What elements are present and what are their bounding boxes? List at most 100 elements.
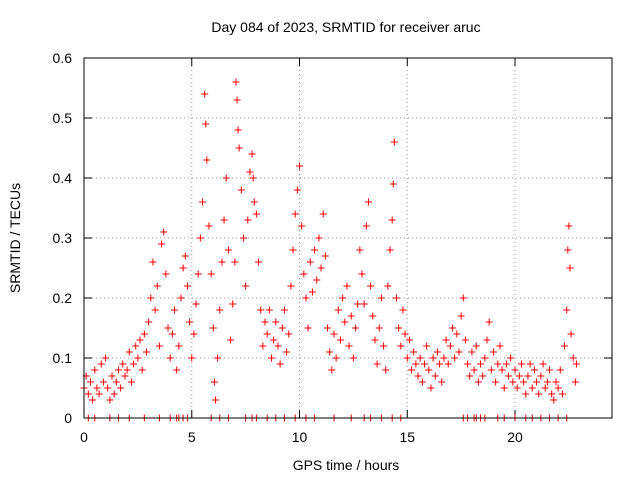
data-point [509,378,517,386]
data-point [91,366,99,374]
data-point [507,354,515,362]
data-point [315,234,323,242]
data-point [354,300,362,308]
data-point [487,366,495,374]
data-point [160,228,168,236]
data-point [222,174,230,182]
data-point [408,366,416,374]
x-tick-label: 5 [188,429,196,445]
data-point [526,360,534,368]
data-point [502,360,510,368]
data-point [421,360,429,368]
data-point [218,258,226,266]
data-point [457,312,465,320]
data-point [468,348,476,356]
data-point [569,354,577,362]
data-point [278,324,286,332]
data-point [429,354,437,362]
data-point [84,390,92,398]
data-point [112,378,120,386]
data-point [554,384,562,392]
data-point [530,366,538,374]
data-point [401,330,409,338]
data-point [298,222,306,230]
data-point [123,366,131,374]
data-point [517,360,525,368]
data-point [114,366,122,374]
data-point [147,294,155,302]
data-point [410,348,418,356]
data-point [166,354,174,362]
data-point [386,246,394,254]
data-point [330,330,338,338]
x-tick-label: 10 [292,429,308,445]
data-point [249,174,257,182]
data-point [293,186,301,194]
data-point [395,324,403,332]
data-point [528,384,536,392]
data-point [390,138,398,146]
data-point [257,306,265,314]
data-point [326,348,334,356]
data-point [466,372,474,380]
data-point [102,354,110,362]
data-point [563,306,571,314]
data-point [132,342,140,350]
data-point [520,378,528,386]
data-point [209,324,217,332]
data-point [535,390,543,398]
data-point [321,252,329,260]
data-point [283,348,291,356]
data-point [412,360,420,368]
data-point [375,324,383,332]
data-point [207,270,215,278]
data-point [483,336,491,344]
data-point [181,252,189,260]
data-point [233,96,241,104]
data-point [403,354,411,362]
data-point [362,222,370,230]
data-point [470,366,478,374]
x-tick-label: 0 [80,429,88,445]
data-point [418,378,426,386]
data-point [149,258,157,266]
data-point [190,330,198,338]
data-point [244,216,252,224]
data-point [438,378,446,386]
data-point [481,354,489,362]
data-point [246,168,254,176]
chart-title: Day 084 of 2023, SRMTID for receiver aru… [211,19,480,35]
data-point [360,300,368,308]
data-point [349,354,357,362]
data-point [250,198,258,206]
data-point [567,330,575,338]
data-point [464,360,472,368]
data-point [347,312,355,320]
data-point [489,348,497,356]
data-point [558,390,566,398]
data-point [108,372,116,380]
data-point [210,378,218,386]
data-point [548,390,556,398]
data-point [492,378,500,386]
data-point [175,342,183,350]
data-point [93,384,101,392]
data-point [436,360,444,368]
data-point [367,282,375,290]
data-point [252,210,260,218]
data-point [261,318,269,326]
data-point [341,318,349,326]
data-point [414,372,422,380]
y-tick-label: 0.4 [53,170,73,186]
data-point [533,378,541,386]
data-point [155,342,163,350]
data-point [515,372,523,380]
data-point [369,312,377,320]
data-point [142,348,150,356]
data-point [479,372,487,380]
data-point [196,234,204,242]
data-point [121,372,129,380]
data-point [336,336,344,344]
data-point [339,294,347,302]
